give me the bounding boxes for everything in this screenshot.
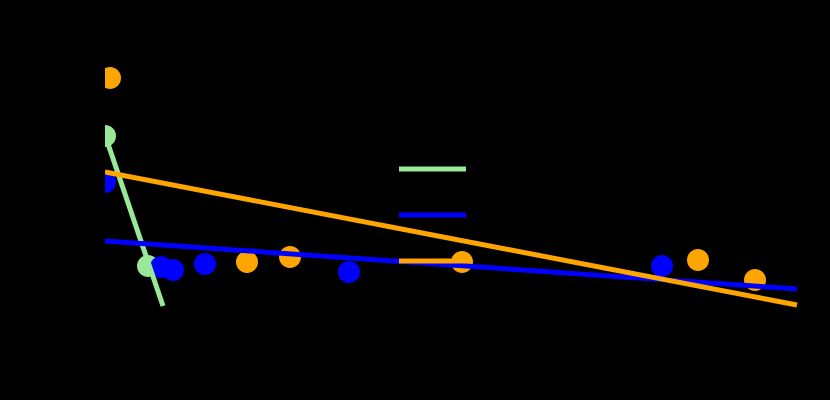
orange-data-point <box>687 249 709 271</box>
blue-data-point <box>105 171 116 193</box>
legend <box>399 166 466 264</box>
blue-data-point <box>194 253 216 275</box>
plot-area <box>105 67 798 308</box>
green-fit-line <box>105 134 166 307</box>
orange-data-point <box>279 246 301 268</box>
blue-data-point <box>651 255 673 277</box>
blue-data-point <box>338 261 360 283</box>
blue-data-point <box>162 259 184 281</box>
orange-data-point <box>105 67 121 89</box>
orange-fit-line <box>105 169 798 308</box>
orange-data-point <box>236 251 258 273</box>
